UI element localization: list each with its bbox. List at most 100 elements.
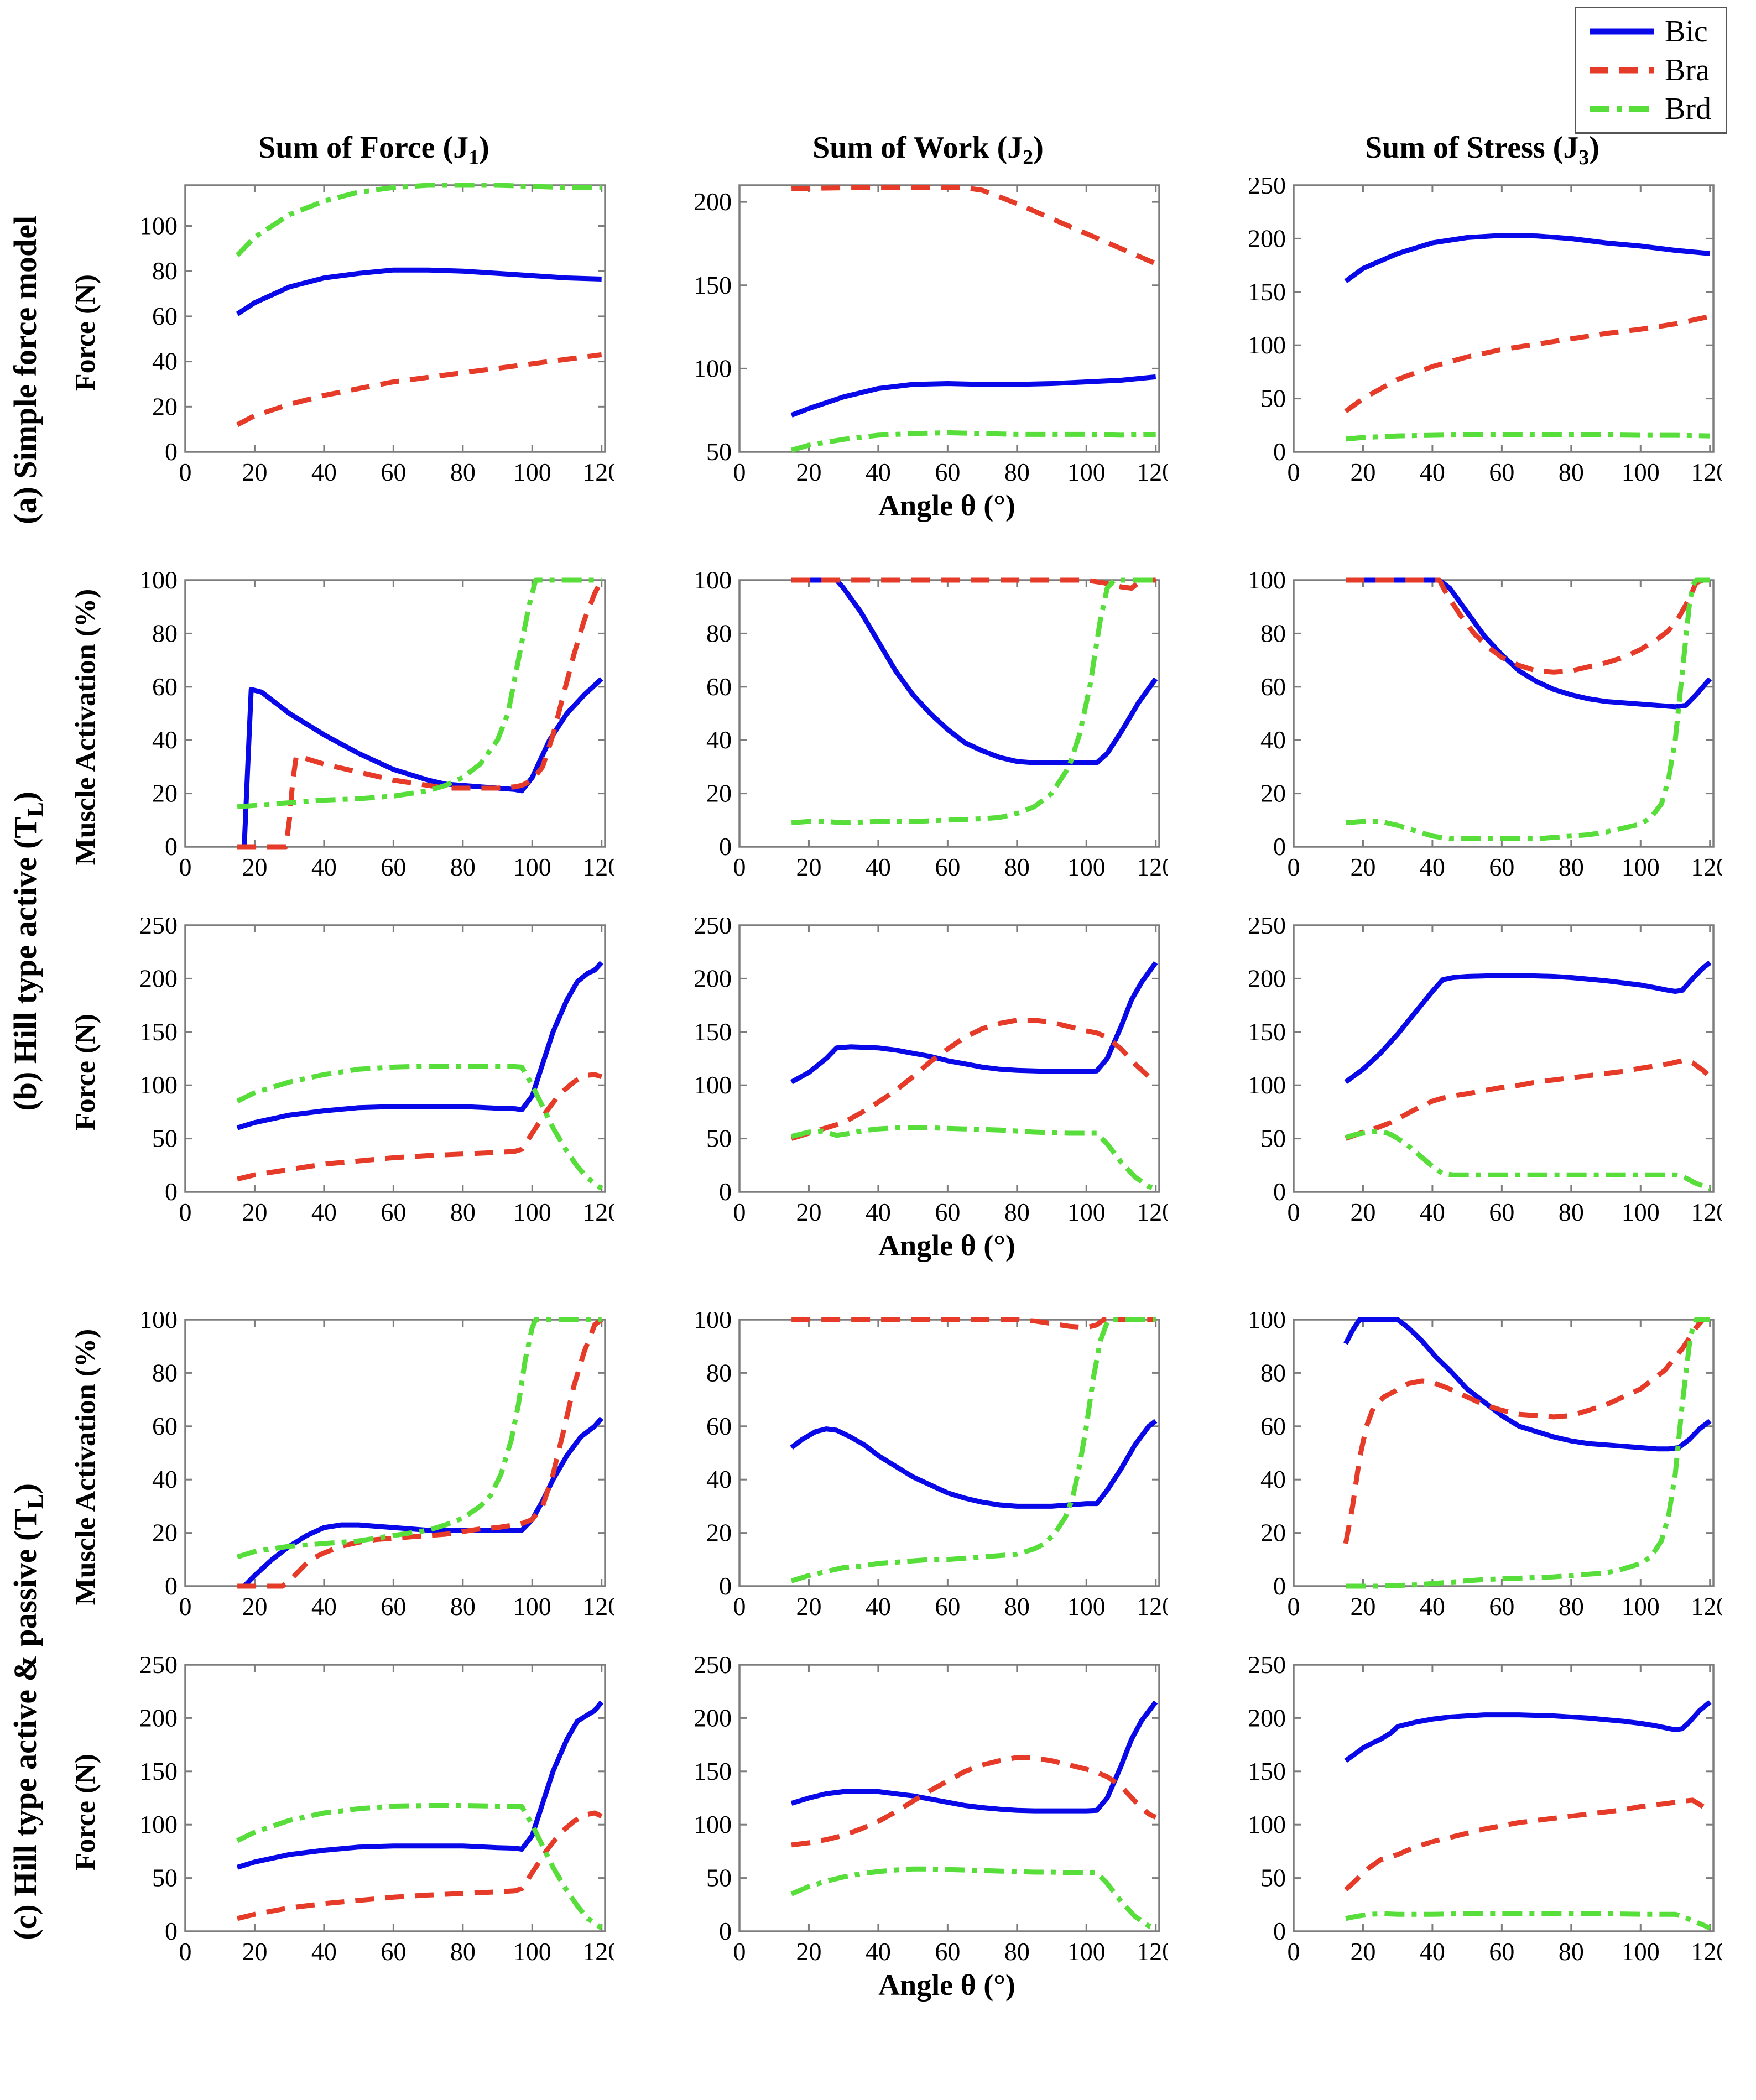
x-axis-label: Angle θ (°) [878, 489, 1015, 523]
column-title-sum-of-stress: Sum of Stress (J3) [1365, 131, 1599, 170]
plot-canvas-c-act-j3: 0 20 40 60 80 100 120 0 20 40 60 80 100 [1213, 1305, 1729, 1622]
plot-b-activation-j1: Muscle Activation (%) 0 20 40 60 80 100 120 0 20… [66, 566, 621, 882]
legend-label-bra: Bra [1665, 53, 1710, 87]
svg-text:100: 100 [694, 1312, 732, 1333]
svg-text:80: 80 [1559, 1937, 1584, 1966]
svg-text:250: 250 [1248, 918, 1286, 939]
svg-text:60: 60 [381, 458, 406, 486]
plot-canvas-c-act-j1: 0 20 40 60 80 100 120 0 20 40 60 80 100 [105, 1305, 621, 1622]
svg-text:80: 80 [1559, 458, 1584, 486]
svg-text:100: 100 [1622, 1198, 1660, 1226]
plot-grid: Force (N) 0 20 40 60 80 100 120 0 20 40 60 80 100 0 2… [0, 171, 1756, 2004]
svg-text:50: 50 [152, 1864, 178, 1892]
svg-text:100: 100 [1067, 1198, 1106, 1226]
svg-text:0: 0 [1288, 1592, 1300, 1620]
svg-text:200: 200 [1248, 964, 1286, 992]
svg-text:20: 20 [796, 458, 821, 486]
svg-text:20: 20 [796, 1937, 821, 1966]
y-axis-label [1175, 178, 1213, 487]
svg-text:20: 20 [242, 458, 267, 486]
column-title-sum-of-work: Sum of Work (J2) [812, 131, 1044, 170]
plot-c-force-j1: Force (N) 0 20 40 60 80 100 120 0 50 100 150 200 250 [66, 1650, 621, 2004]
plot-canvas-a-j2: 0 20 40 60 80 100 120 50 100 150 200 [659, 178, 1175, 487]
svg-text:120: 120 [1691, 853, 1722, 881]
svg-text:80: 80 [1004, 853, 1030, 881]
brd-line-sample [1588, 105, 1655, 113]
svg-text:60: 60 [1489, 458, 1514, 486]
svg-text:20: 20 [706, 1519, 732, 1547]
plot-c-activation-j3: 0 20 40 60 80 100 120 0 20 40 60 80 100 [1175, 1305, 1729, 1622]
svg-text:20: 20 [1350, 853, 1375, 881]
svg-text:20: 20 [242, 1592, 267, 1620]
svg-text:50: 50 [706, 437, 732, 466]
svg-text:200: 200 [1248, 225, 1286, 253]
svg-text:120: 120 [582, 1937, 614, 1966]
svg-text:0: 0 [1288, 1937, 1300, 1966]
svg-text:200: 200 [694, 1704, 732, 1732]
y-axis-label [621, 918, 659, 1227]
y-axis-label [1175, 1657, 1213, 1967]
svg-text:150: 150 [1248, 278, 1286, 306]
row-simple-force: Force (N) 0 20 40 60 80 100 120 0 20 40 60 80 100 0 2… [66, 171, 1756, 525]
svg-text:60: 60 [152, 672, 178, 700]
legend-item-brd: Brd [1588, 93, 1711, 124]
plot-canvas-b-force-j1: 0 20 40 60 80 100 120 0 50 100 150 200 250 [105, 911, 621, 1227]
svg-text:0: 0 [165, 832, 178, 861]
svg-text:100: 100 [139, 1810, 178, 1838]
svg-text:120: 120 [1137, 1198, 1168, 1226]
plot-canvas-c-act-j2: 0 20 40 60 80 100 120 0 20 40 60 80 100 [659, 1305, 1175, 1622]
svg-text:120: 120 [1691, 458, 1722, 486]
svg-text:60: 60 [1260, 1412, 1286, 1440]
svg-text:0: 0 [733, 853, 746, 881]
svg-text:100: 100 [513, 853, 551, 881]
plot-c-activation-j1: Muscle Activation (%) 0 20 40 60 80 100 120 0 20… [66, 1305, 621, 1622]
svg-text:100: 100 [694, 355, 732, 383]
svg-text:80: 80 [1260, 619, 1286, 647]
svg-text:60: 60 [935, 458, 960, 486]
x-axis-label: Angle θ (°) [878, 1228, 1015, 1262]
svg-text:0: 0 [179, 853, 192, 881]
svg-text:40: 40 [706, 726, 732, 754]
column-titles: Sum of Force (J1) Sum of Work (J2) Sum o… [0, 0, 1756, 170]
svg-text:50: 50 [1260, 1864, 1286, 1892]
plot-canvas-c-force-j1: 0 20 40 60 80 100 120 0 50 100 150 200 250 [105, 1650, 621, 1967]
svg-text:0: 0 [179, 458, 192, 486]
svg-text:80: 80 [450, 1937, 476, 1966]
svg-text:100: 100 [513, 1198, 551, 1226]
y-axis-label: Force (N) [70, 1753, 102, 1870]
y-axis-label: Force (N) [70, 274, 102, 391]
svg-text:20: 20 [242, 853, 267, 881]
svg-text:40: 40 [311, 1937, 337, 1966]
svg-text:120: 120 [1137, 853, 1168, 881]
svg-text:0: 0 [179, 1198, 192, 1226]
svg-text:100: 100 [1248, 572, 1286, 594]
y-axis-label [621, 1312, 659, 1622]
y-axis-label [621, 1657, 659, 1967]
svg-text:20: 20 [796, 1198, 821, 1226]
svg-text:200: 200 [1248, 1704, 1286, 1732]
row-hill-active-activation: Muscle Activation (%) 0 20 40 60 80 100 120 0 20… [66, 566, 1756, 882]
svg-text:0: 0 [719, 1177, 732, 1206]
plot-b-activation-j3: 0 20 40 60 80 100 120 0 20 40 60 80 100 [1175, 566, 1729, 882]
svg-text:120: 120 [1137, 458, 1168, 486]
svg-text:40: 40 [311, 1592, 337, 1620]
svg-text:60: 60 [1489, 1592, 1514, 1620]
svg-text:40: 40 [1260, 1465, 1286, 1493]
svg-text:250: 250 [694, 918, 732, 939]
bra-line-sample [1588, 66, 1655, 75]
y-axis-label [621, 178, 659, 487]
svg-text:150: 150 [694, 1017, 732, 1045]
svg-text:250: 250 [1248, 178, 1286, 199]
svg-text:80: 80 [706, 1359, 732, 1387]
svg-text:80: 80 [450, 458, 476, 486]
svg-text:40: 40 [152, 726, 178, 754]
svg-text:60: 60 [935, 1592, 960, 1620]
plot-a-j1: Force (N) 0 20 40 60 80 100 120 0 20 40 60 80 100 [66, 178, 621, 525]
y-axis-label: Force (N) [70, 1014, 102, 1131]
y-axis-label: Muscle Activation (%) [70, 588, 102, 866]
svg-text:60: 60 [1260, 672, 1286, 700]
svg-text:100: 100 [1067, 853, 1106, 881]
svg-text:0: 0 [719, 1917, 732, 1945]
svg-text:60: 60 [381, 853, 406, 881]
svg-text:80: 80 [1559, 853, 1584, 881]
